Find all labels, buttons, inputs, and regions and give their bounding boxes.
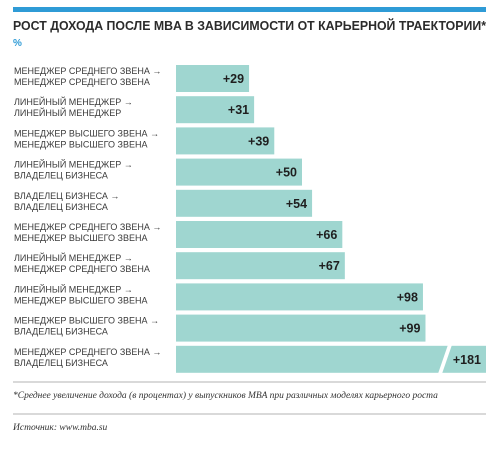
category-label: МЕНЕДЖЕР СРЕДНЕГО ЗВЕНА → МЕНЕДЖЕР ВЫСШЕГ… [14,222,161,243]
chart-subtitle: % [13,38,22,49]
bar [176,283,423,311]
value-label: +39 [248,134,269,148]
category-label: ВЛАДЕЛЕЦ БИЗНЕСА → ВЛАДЕЛЕЦ БИЗНЕСА [14,191,119,212]
value-label: +54 [286,197,307,211]
bar [176,221,343,248]
value-label: +50 [276,166,297,180]
source: Источник: www.mba.su [12,423,108,433]
bar [176,252,345,280]
bar [176,96,255,124]
category-label: МЕНЕДЖЕР СРЕДНЕГО ЗВЕНА → ВЛАДЕЛЕЦ БИЗНЕС… [14,347,161,368]
bar [176,345,486,373]
value-label: +67 [319,259,340,273]
top-rule [13,7,486,12]
bar [176,127,275,155]
category-label: МЕНЕДЖЕР ВЫСШЕГО ЗВЕНА → ВЛАДЕЛЕЦ БИЗНЕСА [14,316,159,337]
axis-break [438,344,452,374]
value-label: +66 [316,228,337,242]
value-label: +29 [223,72,244,86]
category-label: ЛИНЕЙНЫЙ МЕНЕДЖЕР → ВЛАДЕЛЕЦ БИЗНЕСА [14,159,133,181]
category-label: ЛИНЕЙНЫЙ МЕНЕДЖЕР → МЕНЕДЖЕР ВЫСШЕГО ЗВЕН… [14,283,147,305]
bar [176,314,426,342]
value-label: +181 [453,353,481,367]
value-label: +99 [399,322,420,336]
value-label: +98 [397,290,418,304]
category-label: ЛИНЕЙНЫЙ МЕНЕДЖЕР → МЕНЕДЖЕР СРЕДНЕГО ЗВЕ… [14,252,150,274]
category-label: МЕНЕДЖЕР ВЫСШЕГО ЗВЕНА → МЕНЕДЖЕР ВЫСШЕГО… [14,128,159,149]
footnote: *Среднее увеличение дохода (в процентах)… [13,390,438,401]
bar [176,65,250,92]
category-label: МЕНЕДЖЕР СРЕДНЕГО ЗВЕНА → МЕНЕДЖЕР СРЕДНЕ… [14,66,161,87]
bar [176,189,313,217]
category-label: ЛИНЕЙНЫЙ МЕНЕДЖЕР → ЛИНЕЙНЫЙ МЕНЕДЖЕР [14,96,133,118]
value-label: +31 [228,103,249,117]
chart-title: РОСТ ДОХОДА ПОСЛЕ MBA В ЗАВИСИМОСТИ ОТ К… [13,18,486,33]
bar [176,158,302,186]
